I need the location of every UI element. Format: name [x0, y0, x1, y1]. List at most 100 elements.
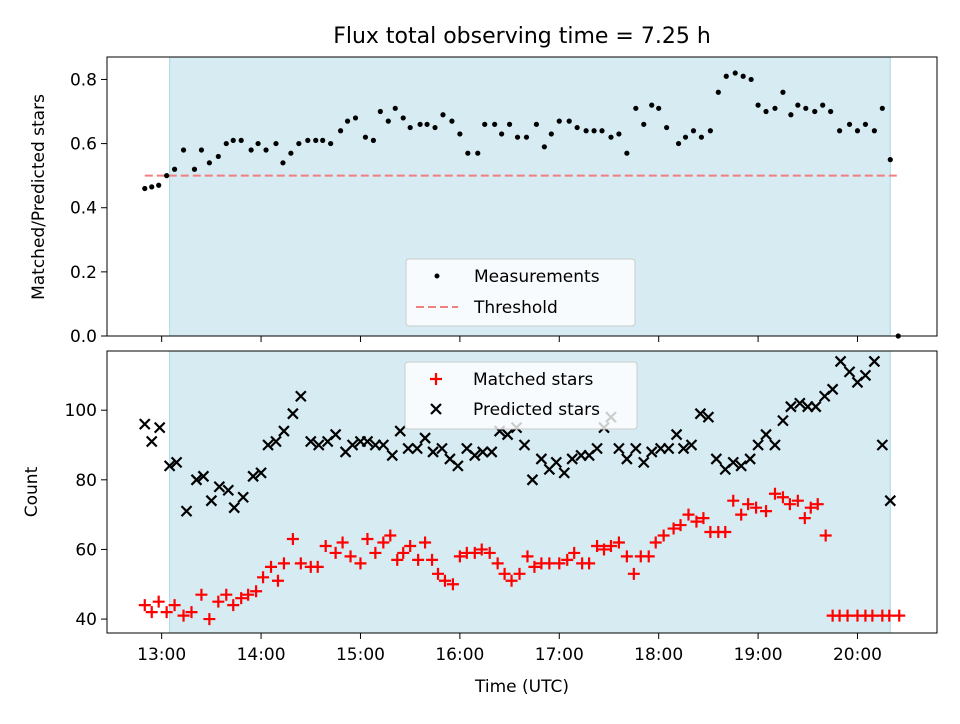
measurement-point	[171, 166, 178, 172]
measurement-point	[591, 128, 597, 134]
measurement-point	[887, 157, 893, 163]
measurement-point	[633, 105, 639, 111]
measurement-point	[599, 128, 605, 134]
measurement-point	[566, 118, 572, 124]
measurement-point	[574, 124, 580, 131]
matched-star-point	[760, 505, 773, 518]
predicted-star-point	[535, 453, 548, 465]
matched-star-point	[412, 553, 425, 566]
measurement-point	[296, 140, 302, 147]
predicted-star-point	[566, 453, 578, 465]
predicted-star-point	[843, 366, 856, 378]
bottom-ytick-label: 80	[75, 471, 97, 491]
measurement-point	[273, 140, 279, 147]
predicted-star-point	[710, 453, 723, 465]
predicted-star-point	[859, 369, 872, 382]
measurement-point	[879, 105, 885, 111]
matched-star-point	[397, 546, 410, 559]
predicted-star-point	[262, 439, 274, 451]
measurement-point	[164, 173, 170, 179]
top-ylabel: Matched/Predicted stars	[29, 94, 49, 300]
predicted-star-point	[785, 400, 797, 413]
measurement-point	[206, 160, 212, 166]
measurement-point	[499, 131, 505, 137]
top-ytick-label: 0.6	[70, 135, 97, 155]
predicted-star-point	[312, 439, 325, 451]
matched-star-point	[598, 543, 611, 556]
measurement-point	[682, 134, 689, 140]
measurement-point	[223, 140, 229, 147]
matched-star-point	[438, 574, 451, 587]
matched-star-point	[513, 567, 526, 580]
measurement-point	[795, 102, 801, 108]
predicted-star-point	[436, 442, 448, 455]
top-legend: Measurements Threshold	[405, 258, 636, 327]
predicted-star-point	[868, 355, 881, 368]
top-axes-xticks	[161, 336, 858, 342]
matched-star-point	[697, 512, 710, 525]
bottom-legend: Matched stars Predicted stars	[404, 361, 638, 430]
bottom-axes-yticks: 40 60 80 100	[65, 401, 107, 630]
matched-star-point	[491, 557, 504, 570]
predicted-star-point	[255, 467, 267, 479]
predicted-star-point	[452, 460, 464, 472]
measurement-point	[320, 137, 326, 143]
measurement-point	[548, 131, 554, 137]
predicted-star-point	[744, 453, 756, 465]
predicted-star-point	[270, 435, 282, 448]
matched-star-point	[453, 550, 466, 563]
measurement-point	[763, 108, 769, 115]
matched-star-point	[354, 557, 367, 570]
predicted-star-point	[346, 439, 359, 451]
bottom-xlabel: Time (UTC)	[474, 677, 569, 697]
predicted-star-point	[769, 439, 781, 451]
matched-star-point	[404, 539, 417, 552]
measurement-point	[846, 121, 853, 127]
measurement-point	[255, 140, 261, 147]
matched-star-point	[220, 588, 233, 601]
predicted-star-point	[613, 442, 625, 455]
matched-star-point	[391, 553, 404, 566]
matched-star-point	[819, 529, 832, 542]
predicted-star-point	[197, 470, 210, 483]
matched-star-point	[776, 491, 789, 504]
matched-star-point	[475, 543, 488, 556]
predicted-star-point	[645, 446, 658, 458]
top-ytick-label: 0.8	[70, 70, 97, 90]
predicted-star-point	[834, 355, 847, 368]
predicted-star-point	[411, 442, 423, 455]
top-axes-ticks: 0.0 0.2 0.4 0.6 0.8	[70, 70, 107, 347]
measurement-point	[772, 105, 778, 111]
measurement-point	[465, 150, 471, 156]
predicted-star-point	[476, 446, 489, 458]
matched-star-point	[361, 533, 374, 545]
measurement-point	[788, 112, 794, 118]
matched-star-point	[627, 567, 640, 580]
predicted-star-point	[621, 453, 633, 465]
predicted-star-point	[304, 435, 317, 448]
measurement-point	[432, 124, 438, 131]
predicted-legend-label: Predicted stars	[473, 400, 600, 420]
predicted-star-point	[809, 400, 822, 413]
measurement-point	[377, 108, 383, 115]
measurement-point	[424, 121, 430, 127]
measurement-point	[149, 184, 155, 190]
matched-star-point	[719, 526, 732, 539]
matched-star-point	[583, 557, 596, 570]
bottom-legend-box	[404, 361, 638, 430]
bottom-ytick-label: 60	[75, 540, 97, 560]
measurement-point	[523, 134, 530, 140]
measurement-point	[506, 121, 513, 127]
measurement-point	[417, 121, 423, 127]
measurement-point	[690, 128, 697, 134]
matched-star-point	[498, 567, 511, 580]
matched-star-point	[235, 592, 248, 605]
measurement-point	[352, 115, 359, 121]
predicted-star-point	[735, 460, 747, 472]
predicted-star-point	[153, 421, 166, 434]
matched-star-point	[369, 546, 382, 559]
top-panel: 0.00.20.40.60.8 Matched/Predicted stars …	[29, 56, 938, 347]
measurement-point	[400, 115, 406, 121]
measurement-point	[230, 137, 236, 143]
